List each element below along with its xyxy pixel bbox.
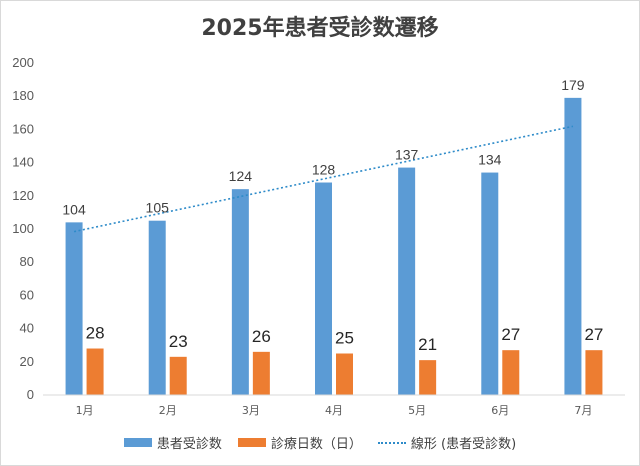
data-label-days: 27 (584, 325, 603, 344)
y-tick-label: 200 (12, 55, 34, 70)
legend-item-visits: 患者受診数 (123, 433, 222, 452)
bar-visits (231, 189, 249, 395)
y-tick-label: 20 (20, 354, 34, 369)
bar-visits (564, 97, 582, 396)
legend-swatch-visits (123, 438, 152, 447)
legend-swatch-trend (377, 441, 406, 444)
data-labels: 104 28 105 23 124 26 128 25 137 21 134 27 179 27 (62, 77, 603, 354)
legend-item-trend: 線形 (患者受診数) (377, 433, 517, 452)
y-tick-label: 40 (20, 321, 34, 336)
x-tick-label: 5月 (408, 404, 426, 417)
bars (65, 97, 603, 396)
data-label-visits: 105 (146, 200, 170, 216)
x-tick-label: 2月 (159, 404, 177, 417)
x-tick-label: 7月 (574, 404, 592, 417)
chart-title: 2025年患者受診数遷移 (201, 16, 439, 41)
y-tick-label: 0 (27, 387, 34, 402)
bar-days (169, 356, 187, 395)
x-tick-label: 6月 (491, 404, 509, 417)
data-label-visits: 128 (312, 162, 336, 178)
y-tick-label: 140 (12, 155, 34, 170)
data-label-days: 25 (335, 329, 354, 348)
data-label-days: 21 (418, 335, 437, 354)
x-tick-label: 4月 (325, 404, 343, 417)
legend-label-days: 診療日数（日） (270, 437, 362, 452)
bar-days (585, 350, 603, 395)
data-label-visits: 137 (395, 147, 419, 163)
bar-visits (65, 222, 83, 395)
legend-label-visits: 患者受診数 (156, 437, 222, 452)
legend-item-days: 診療日数（日） (237, 433, 362, 452)
trendline-path (73, 125, 574, 233)
x-tick-label: 3月 (242, 404, 260, 417)
bar-days (502, 350, 520, 395)
bar-visits (315, 182, 332, 395)
bar-visits (148, 220, 166, 395)
bar-days (336, 353, 353, 395)
bar-visits (481, 172, 499, 395)
data-label-visits: 124 (229, 168, 253, 184)
y-tick-label: 80 (20, 254, 34, 269)
data-label-days: 26 (252, 327, 271, 346)
x-tick-label: 1月 (76, 404, 94, 417)
y-tick-label: 120 (12, 188, 34, 203)
legend: 患者受診数 診療日数（日） 線形 (患者受診数) (0, 433, 640, 452)
x-axis: 1月 2月 3月 4月 5月 6月 7月 (43, 394, 625, 417)
bar-days (252, 351, 270, 395)
trendline (73, 125, 574, 233)
data-label-days: 27 (501, 325, 520, 344)
bar-days (419, 360, 437, 395)
legend-label-trend: 線形 (患者受診数) (410, 437, 517, 452)
data-label-visits: 134 (478, 152, 502, 168)
data-label-days: 28 (86, 324, 105, 343)
data-label-visits: 179 (561, 77, 585, 93)
bar-visits (398, 167, 416, 395)
y-tick-label: 160 (12, 121, 34, 136)
legend-swatch-days (237, 438, 266, 447)
data-label-days: 23 (169, 332, 188, 351)
y-axis: 0 20 40 60 80 100 120 140 160 180 200 (12, 55, 34, 402)
y-tick-label: 100 (12, 221, 34, 236)
bar-days (86, 348, 104, 395)
data-label-visits: 104 (62, 201, 86, 217)
y-tick-label: 180 (12, 88, 34, 103)
y-tick-label: 60 (20, 287, 34, 302)
